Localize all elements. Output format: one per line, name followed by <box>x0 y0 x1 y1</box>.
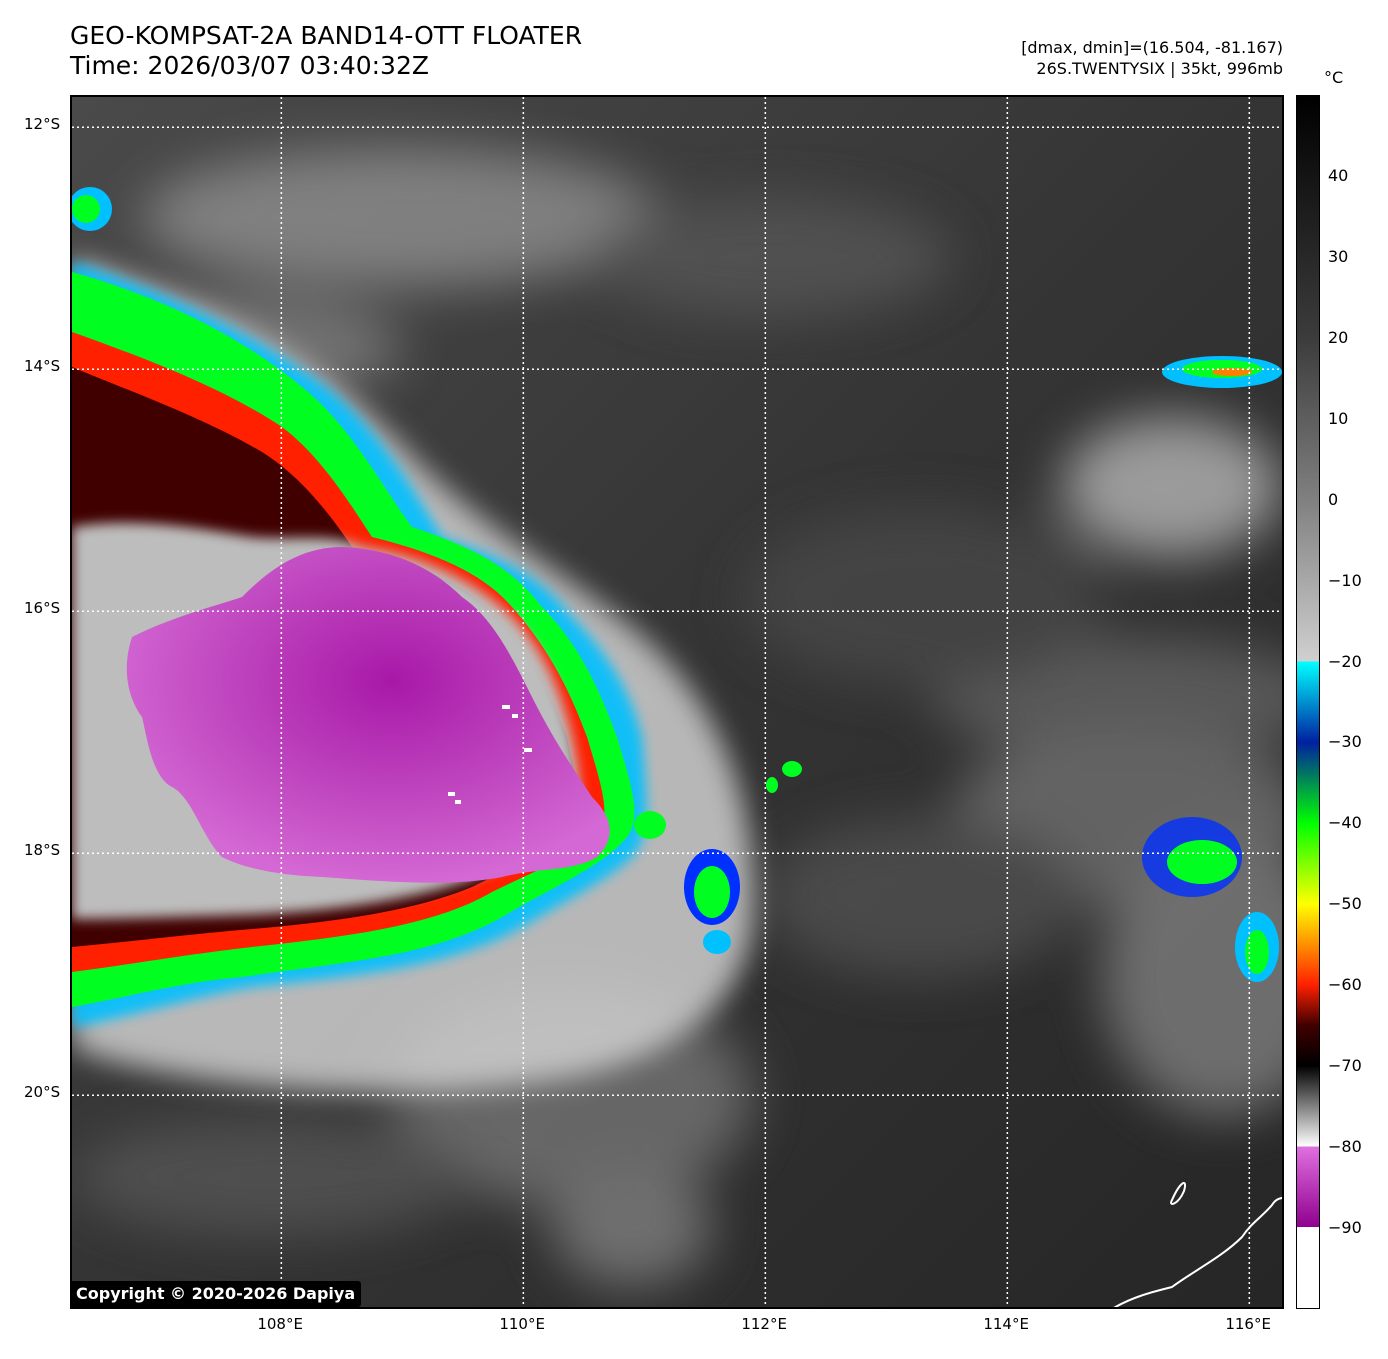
longitude-tick-label: 110°E <box>499 1315 545 1333</box>
latitude-tick-label: 16°S <box>24 599 61 618</box>
graticule <box>72 97 1282 1307</box>
colorbar-tick-label: −20 <box>1328 651 1362 671</box>
colorbar-tick-label: −10 <box>1328 570 1362 590</box>
longitude-tick-label: 116°E <box>1225 1315 1271 1333</box>
longitude-tick-label: 108°E <box>257 1315 303 1333</box>
colorbar-tick-label: 10 <box>1328 408 1349 428</box>
longitude-tick-label: 114°E <box>983 1315 1029 1333</box>
colorbar-tick-label: −30 <box>1328 732 1362 752</box>
colorbar-unit: °C <box>1324 68 1344 87</box>
colorbar-tick-label: 0 <box>1328 489 1339 509</box>
latitude-tick-label: 12°S <box>24 115 61 134</box>
latitude-tick-label: 20°S <box>24 1083 61 1102</box>
colorbar-tick-label: −80 <box>1328 1137 1362 1157</box>
colorbar-tick-label: −70 <box>1328 1056 1362 1076</box>
data-range-readout: [dmax, dmin]=(16.504, -81.167) <box>1021 38 1283 57</box>
longitude-tick-label: 112°E <box>741 1315 787 1333</box>
colorbar-tick-label: −40 <box>1328 813 1362 833</box>
ir-image <box>72 97 1282 1307</box>
map-title: GEO-KOMPSAT-2A BAND14-OTT FLOATER <box>70 21 583 50</box>
latitude-tick-label: 18°S <box>24 841 61 860</box>
latitude-tick-label: 14°S <box>24 357 61 376</box>
temperature-colorbar <box>1296 95 1320 1309</box>
colorbar-tick-label: 30 <box>1328 246 1349 266</box>
colorbar-tick-label: 40 <box>1328 165 1349 185</box>
satellite-map[interactable] <box>70 95 1284 1309</box>
colorbar-tick-label: 20 <box>1328 327 1349 347</box>
map-time: Time: 2026/03/07 03:40:32Z <box>70 51 429 80</box>
copyright-badge: Copyright © 2020-2026 Dapiya <box>70 1281 362 1307</box>
colorbar-tick-label: −60 <box>1328 975 1362 995</box>
storm-info: 26S.TWENTYSIX | 35kt, 996mb <box>1036 59 1283 78</box>
colorbar-tick-label: −50 <box>1328 894 1362 914</box>
colorbar-tick-label: −90 <box>1328 1218 1362 1238</box>
